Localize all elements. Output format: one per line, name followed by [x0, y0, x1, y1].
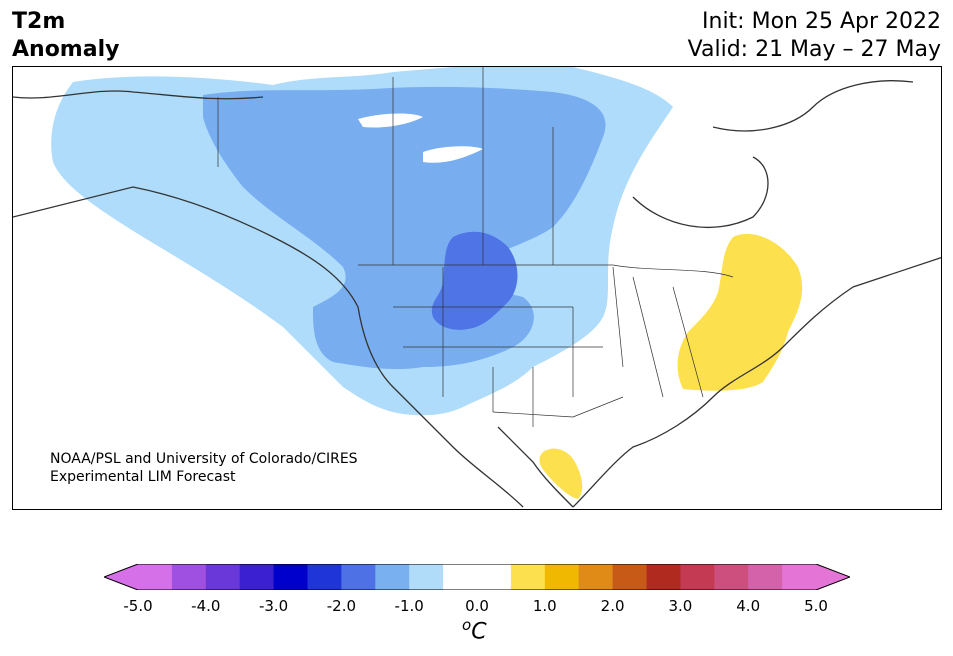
colorbar-tick-label: 4.0 — [736, 597, 761, 615]
unit-degree: o — [462, 616, 472, 634]
valid-dates: Valid: 21 May – 27 May — [687, 37, 941, 62]
colorbar-tick-label: -2.0 — [326, 597, 357, 615]
map-title: T2m Anomaly — [12, 8, 119, 64]
colorbar-tick-label: 0.0 — [465, 597, 489, 615]
colorbar-cell — [239, 564, 275, 590]
political-borders — [217, 67, 734, 427]
colorbar-cell — [477, 564, 512, 590]
colorbar-cell — [443, 564, 478, 590]
colorbar-tick-label: -3.0 — [258, 597, 289, 615]
anomaly-map: NOAA/PSL and University of Colorado/CIRE… — [12, 66, 942, 510]
cold-anomaly-dark — [431, 231, 518, 330]
colorbar-unit: oC — [462, 616, 487, 644]
colorbar-cell — [273, 564, 308, 590]
colorbar-cell — [341, 564, 376, 590]
credit-line-1: NOAA/PSL and University of Colorado/CIRE… — [50, 451, 358, 467]
unit-letter: C — [471, 619, 487, 645]
colorbar-cell — [544, 564, 580, 590]
colorbar-cell — [680, 564, 715, 590]
colorbar-cell — [171, 564, 207, 590]
colorbar-cell — [205, 564, 241, 590]
colorbar-tick-label: 3.0 — [668, 597, 693, 615]
init-date: Init: Mon 25 Apr 2022 — [702, 9, 941, 34]
colorbar-cell — [375, 564, 410, 590]
coastlines — [13, 80, 941, 508]
colorbar-cell — [510, 564, 546, 590]
colorbar-tick-label: -4.0 — [191, 597, 221, 615]
colorbar-tick-label: -5.0 — [123, 597, 153, 615]
colorbar-cell — [138, 564, 173, 590]
colorbar-tick-label: -1.0 — [394, 597, 424, 615]
title-line-2: Anomaly — [12, 37, 120, 62]
colorbar-cell — [409, 564, 444, 590]
colorbar-under-arrow — [104, 564, 138, 590]
forecast-dates: Init: Mon 25 Apr 2022 Valid: 21 May – 27… — [688, 8, 941, 64]
map-svg — [13, 67, 941, 508]
colorbar-ticks: -5.0 -4.0 -3.0 -2.0 -1.0 0.0 1.0 2.0 3.0 4.0 5.0 — [0, 597, 953, 617]
colorbar-tick-label: 1.0 — [532, 597, 557, 615]
colorbar — [104, 564, 850, 590]
credit-line-2: Experimental LIM Forecast — [50, 469, 236, 485]
colorbar-tick-label: 2.0 — [600, 597, 625, 615]
colorbar-cell — [578, 564, 614, 590]
warm-anomaly-east — [677, 233, 803, 391]
colorbar-cell — [307, 564, 342, 590]
credit-text: NOAA/PSL and University of Colorado/CIRE… — [50, 450, 358, 486]
colorbar-cell — [748, 564, 783, 590]
lake-1 — [358, 113, 423, 128]
hudson-bay — [663, 67, 941, 227]
colorbar-tick-label: 5.0 — [804, 597, 828, 615]
colorbar-over-arrow — [816, 564, 850, 590]
colorbar-cell — [646, 564, 681, 590]
colorbar-cell — [612, 564, 647, 590]
warm-anomaly-mexico — [539, 448, 583, 499]
title-line-1: T2m — [12, 9, 66, 34]
colorbar-cells — [138, 564, 817, 590]
colorbar-cell — [782, 564, 817, 590]
colorbar-cell — [714, 564, 749, 590]
lake-2 — [423, 146, 483, 163]
